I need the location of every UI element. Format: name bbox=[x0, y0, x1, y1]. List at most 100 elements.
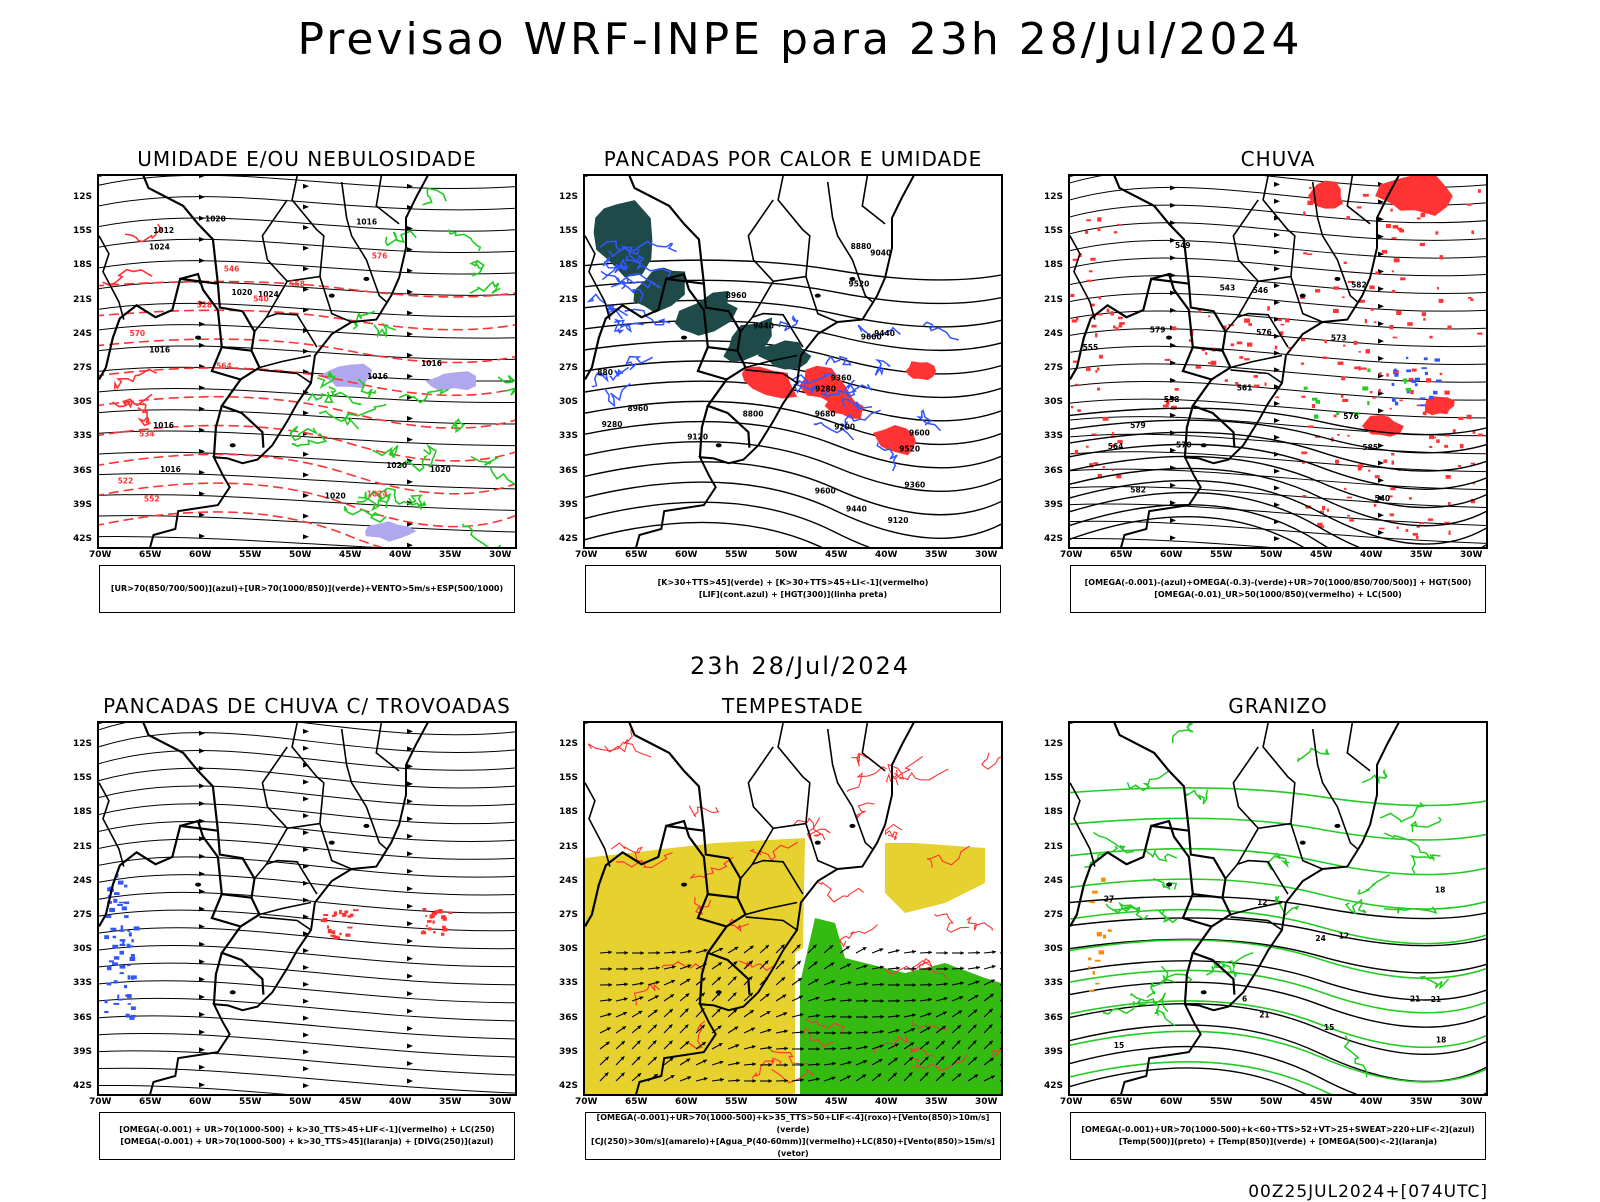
lon-tick-label: 60W bbox=[675, 1097, 697, 1107]
lat-tick-label: 15S bbox=[1044, 773, 1063, 783]
contour-label: 576 bbox=[1256, 328, 1272, 337]
contour-label: 9520 bbox=[849, 280, 870, 289]
contour-label: 546 bbox=[224, 265, 240, 274]
map-canvas bbox=[585, 723, 1001, 1094]
panel-title: PANCADAS DE CHUVA C/ TROVOADAS bbox=[97, 694, 517, 718]
contour-label: 546 bbox=[1253, 286, 1269, 295]
lon-tick-label: 70W bbox=[575, 550, 597, 560]
lon-tick-label: 50W bbox=[1260, 1097, 1282, 1107]
lon-tick-label: 30W bbox=[975, 1097, 997, 1107]
contour-label: 21 bbox=[1410, 994, 1420, 1003]
lon-tick-label: 65W bbox=[139, 1097, 161, 1107]
lon-tick-label: 65W bbox=[139, 550, 161, 560]
contour-label: 1016 bbox=[160, 465, 181, 474]
lon-tick-label: 55W bbox=[1210, 550, 1232, 560]
lat-tick-label: 12S bbox=[1044, 192, 1063, 202]
lat-tick-label: 15S bbox=[559, 226, 578, 236]
legend-box: [OMEGA(-0.001)+UR>70(1000-500)+k<60+TTS>… bbox=[1070, 1112, 1486, 1160]
contour-label: 540 bbox=[253, 295, 269, 304]
lat-tick-label: 24S bbox=[559, 329, 578, 339]
lat-tick-label: 39S bbox=[73, 1047, 92, 1057]
lon-tick-label: 70W bbox=[575, 1097, 597, 1107]
lon-tick-label: 30W bbox=[489, 1097, 511, 1107]
contour-label: 9360 bbox=[831, 373, 852, 382]
contour-label: 8800 bbox=[743, 409, 764, 418]
lat-tick-label: 18S bbox=[559, 807, 578, 817]
lon-tick-label: 60W bbox=[1160, 1097, 1182, 1107]
map-canvas: 1016101610161020102410201016101610201020… bbox=[99, 176, 515, 547]
contour-label: 9440 bbox=[753, 321, 774, 330]
lon-tick-label: 55W bbox=[725, 1097, 747, 1107]
contour-label: 18 bbox=[1436, 1035, 1446, 1044]
lon-tick-label: 50W bbox=[775, 1097, 797, 1107]
contour-label: 579 bbox=[1130, 421, 1146, 430]
lon-tick-label: 60W bbox=[189, 550, 211, 560]
lat-tick-label: 33S bbox=[559, 431, 578, 441]
lon-tick-label: 35W bbox=[1410, 550, 1432, 560]
lat-tick-label: 42S bbox=[73, 1081, 92, 1091]
contour-label: 8880 bbox=[851, 242, 872, 251]
map-frame bbox=[583, 721, 1003, 1096]
contour-label: 582 bbox=[1351, 281, 1367, 290]
contour-label: 1020 bbox=[325, 492, 346, 501]
lat-tick-label: 12S bbox=[1044, 739, 1063, 749]
lat-tick-label: 42S bbox=[559, 534, 578, 544]
panel-title: PANCADAS POR CALOR E UMIDADE bbox=[583, 147, 1003, 171]
lat-tick-label: 18S bbox=[559, 260, 578, 270]
lon-tick-label: 40W bbox=[389, 1097, 411, 1107]
lon-tick-label: 45W bbox=[1310, 550, 1332, 560]
contour-label: 1016 bbox=[421, 359, 442, 368]
map-canvas: 9680960096009520960095209440944093609440… bbox=[585, 176, 1001, 547]
lon-tick-label: 45W bbox=[339, 1097, 361, 1107]
lon-tick-label: 30W bbox=[1460, 550, 1482, 560]
contour-label: 564 bbox=[216, 362, 232, 371]
lat-tick-label: 12S bbox=[559, 739, 578, 749]
contour-label: 9600 bbox=[909, 428, 930, 437]
lat-tick-label: 21S bbox=[1044, 842, 1063, 852]
lat-tick-label: 24S bbox=[1044, 329, 1063, 339]
contour-label: 558 bbox=[289, 279, 305, 288]
lat-tick-label: 39S bbox=[559, 500, 578, 510]
green-shade bbox=[800, 918, 1001, 1094]
lon-tick-label: 35W bbox=[439, 550, 461, 560]
lat-tick-label: 42S bbox=[1044, 534, 1063, 544]
lat-tick-label: 36S bbox=[1044, 466, 1063, 476]
lat-tick-label: 24S bbox=[73, 876, 92, 886]
lat-tick-label: 18S bbox=[73, 260, 92, 270]
lon-tick-label: 65W bbox=[1110, 1097, 1132, 1107]
contour-label: 15 bbox=[1114, 1041, 1124, 1050]
lat-tick-label: 27S bbox=[1044, 910, 1063, 920]
lat-tick-label: 12S bbox=[559, 192, 578, 202]
lat-tick-label: 24S bbox=[73, 329, 92, 339]
lon-tick-label: 35W bbox=[925, 550, 947, 560]
legend-line: [OMEGA(-0.001)+UR>70(1000-500)+k<60+TTS>… bbox=[1071, 1124, 1485, 1136]
lat-tick-label: 30S bbox=[1044, 944, 1063, 954]
contour-label: 1020 bbox=[205, 215, 226, 224]
contour-label: 552 bbox=[144, 494, 160, 503]
contour-label: 555 bbox=[1083, 343, 1099, 352]
lat-tick-label: 42S bbox=[73, 534, 92, 544]
lat-tick-label: 12S bbox=[73, 739, 92, 749]
lat-tick-label: 15S bbox=[559, 773, 578, 783]
lon-tick-label: 40W bbox=[875, 1097, 897, 1107]
legend-line: [LIF](cont.azul) + [HGT(300)](linha pret… bbox=[586, 589, 1000, 601]
contour-label: 1016 bbox=[367, 372, 388, 381]
lon-tick-label: 50W bbox=[289, 550, 311, 560]
contour-label: 570 bbox=[1176, 441, 1192, 450]
lat-tick-label: 36S bbox=[73, 466, 92, 476]
lat-tick-label: 30S bbox=[559, 397, 578, 407]
lon-tick-label: 65W bbox=[1110, 550, 1132, 560]
lon-tick-label: 55W bbox=[239, 550, 261, 560]
lat-tick-label: 36S bbox=[73, 1013, 92, 1023]
contour-label: 21 bbox=[1259, 1011, 1269, 1020]
lon-tick-label: 60W bbox=[1160, 550, 1182, 560]
isolines bbox=[99, 281, 515, 547]
contour-label: 543 bbox=[1220, 283, 1236, 292]
lat-tick-label: 39S bbox=[1044, 1047, 1063, 1057]
